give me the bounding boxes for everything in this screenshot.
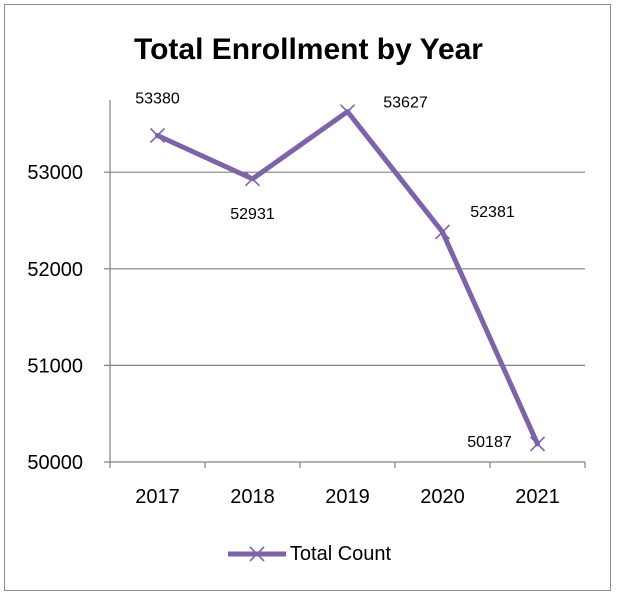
y-tick-label: 53000 — [27, 162, 83, 184]
legend-series-marker-icon — [227, 546, 286, 562]
x-tick-label: 2018 — [230, 486, 275, 508]
data-label: 53627 — [383, 95, 428, 112]
y-tick-label: 50000 — [27, 452, 83, 474]
legend-label: Total Count — [289, 542, 392, 565]
data-label: 50187 — [467, 434, 512, 451]
data-point — [529, 436, 546, 452]
y-tick-label: 51000 — [27, 355, 83, 377]
data-point — [149, 127, 166, 144]
x-tick-label: 2019 — [325, 486, 370, 508]
data-point — [434, 224, 451, 240]
data-point — [244, 171, 261, 187]
chart-frame — [4, 4, 611, 591]
y-tick-label: 52000 — [27, 259, 83, 281]
data-label: 53380 — [135, 90, 180, 107]
x-tick-label: 2021 — [515, 486, 560, 508]
chart-title: Total Enrollment by Year — [134, 33, 483, 66]
data-label: 52931 — [230, 206, 275, 223]
x-tick-label: 2020 — [420, 486, 465, 508]
x-tick-label: 2017 — [135, 486, 180, 508]
legend: Total Count — [0, 541, 617, 567]
data-label: 52381 — [470, 204, 515, 221]
data-point — [339, 104, 356, 120]
series-line — [155, 109, 540, 447]
